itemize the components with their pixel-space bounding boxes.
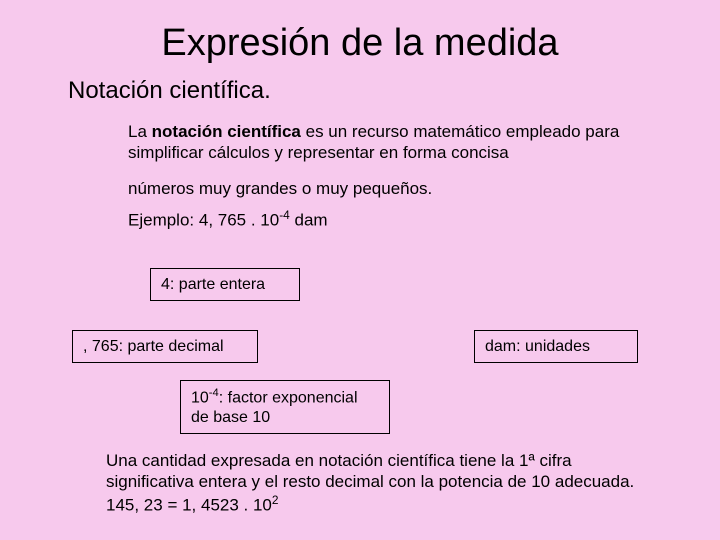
definition-second-line: números muy grandes o muy pequeños. — [0, 178, 720, 208]
footer-pre: Una cantidad expresada en notación cient… — [106, 451, 634, 514]
box-parte-entera: 4: parte entera — [150, 268, 300, 301]
example-line: Ejemplo: 4, 765 . 10-4 dam — [0, 208, 720, 247]
example-label: Ejemplo: 4, 765 . 10 — [128, 210, 279, 229]
box-factor-exp: -4 — [209, 387, 219, 399]
example-unit: dam — [290, 210, 328, 229]
box-factor-exponencial: 10-4: factor exponencial de base 10 — [180, 380, 390, 434]
slide-subtitle: Notación científica. — [0, 77, 720, 121]
footer-paragraph: Una cantidad expresada en notación cient… — [106, 450, 650, 515]
example-exponent: -4 — [279, 208, 290, 222]
definition-pre: La — [128, 122, 152, 141]
definition-paragraph: La notación científica es un recurso mat… — [0, 121, 720, 178]
slide-title: Expresión de la medida — [0, 0, 720, 77]
definition-term: notación científica — [152, 122, 301, 141]
box-unidades: dam: unidades — [474, 330, 638, 363]
footer-exp: 2 — [272, 493, 279, 507]
box-factor-pre: 10 — [191, 389, 209, 406]
box-parte-decimal: , 765: parte decimal — [72, 330, 258, 363]
